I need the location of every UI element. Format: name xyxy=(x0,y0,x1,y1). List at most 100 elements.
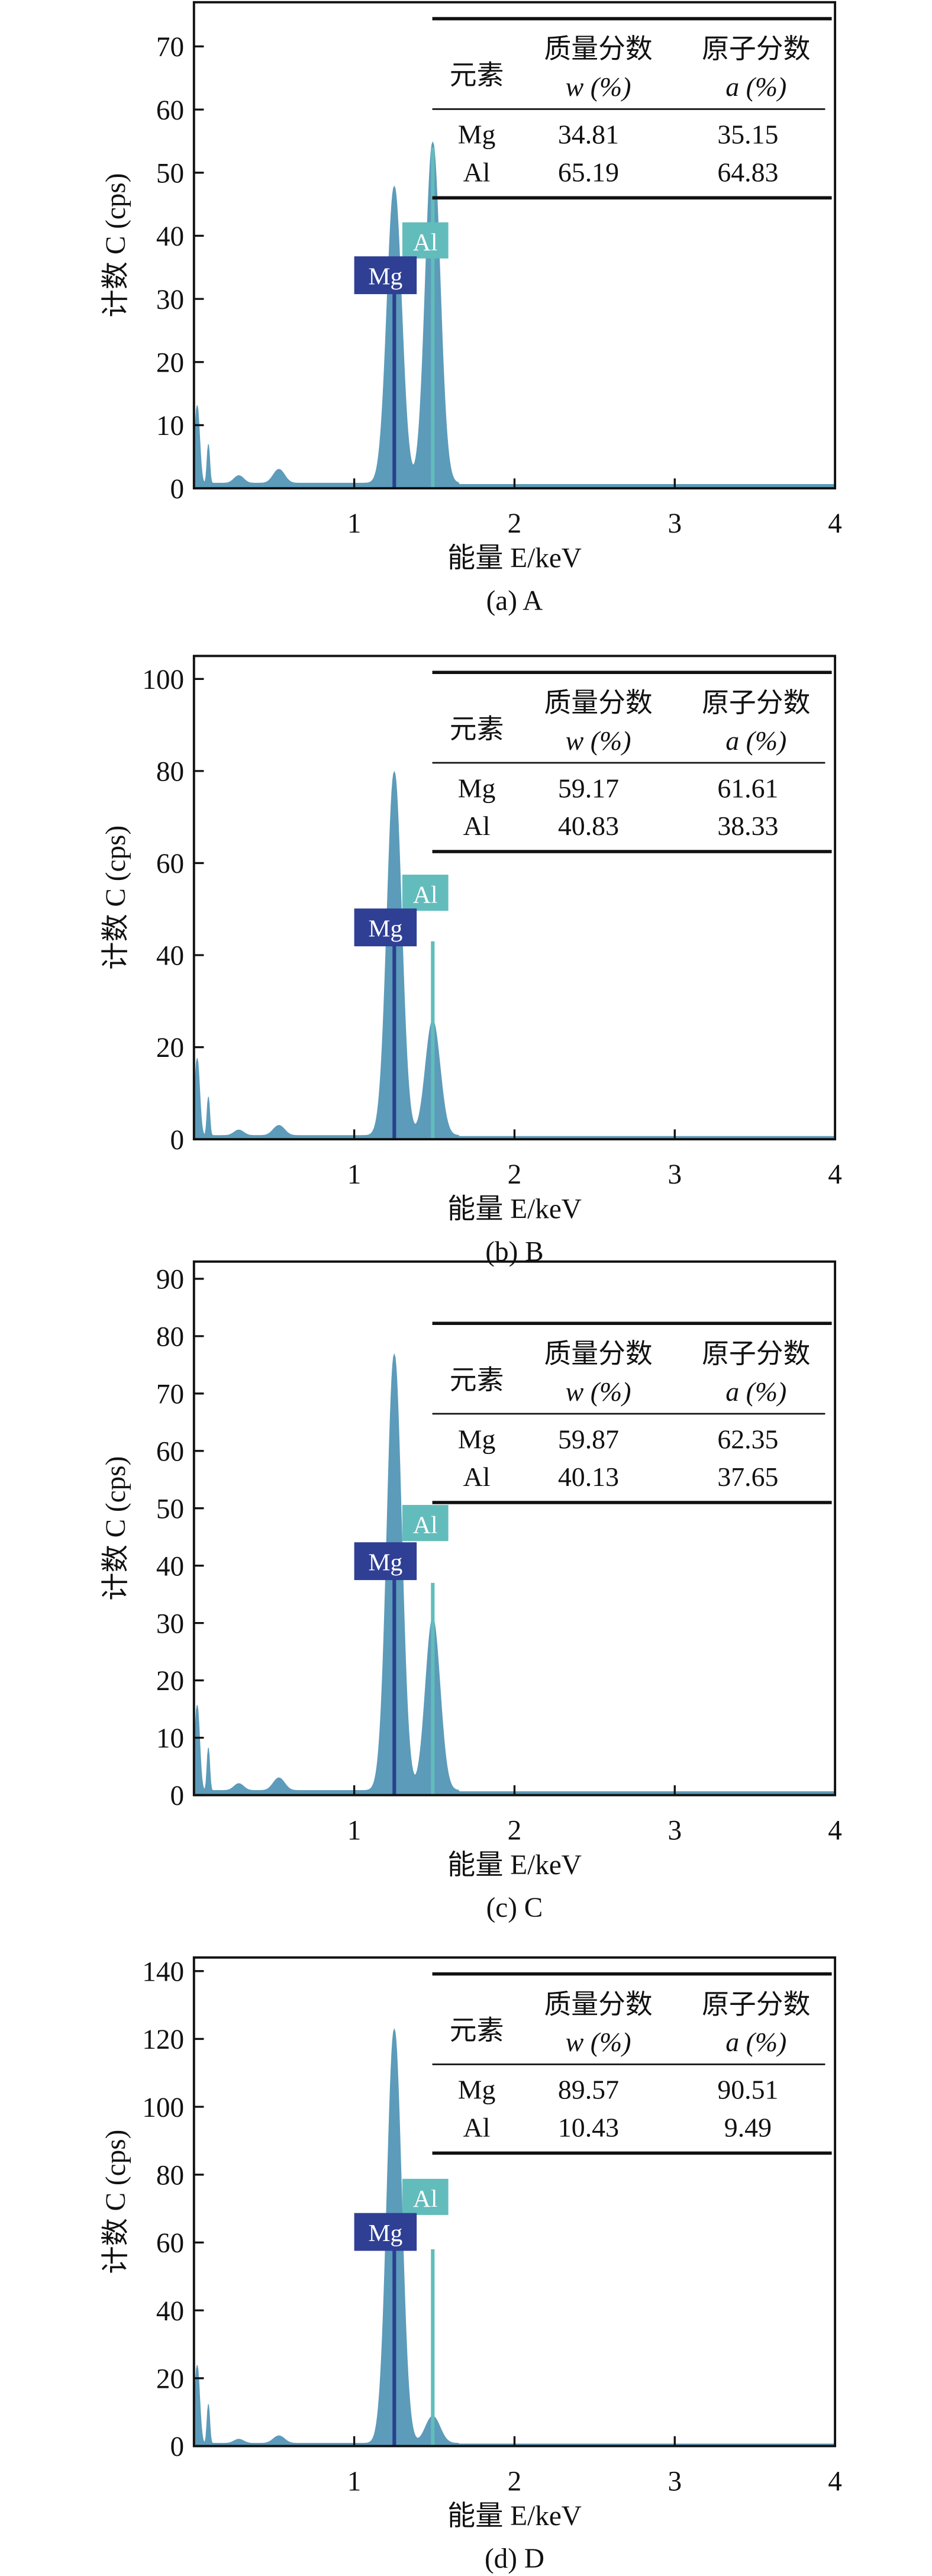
al-label-box xyxy=(402,1505,449,1542)
mg-label-box xyxy=(354,1542,417,1581)
x-axis-label: 能量 E/keV xyxy=(447,2501,582,2532)
table-row: Al 40.13 37.65 xyxy=(463,1462,779,1492)
cell-atomic-fraction: 64.83 xyxy=(717,157,778,188)
y-tick-label: 40 xyxy=(156,941,184,972)
y-tick-label: 40 xyxy=(156,1551,184,1582)
table-header-element: 元素 xyxy=(450,2016,504,2046)
y-axis-label: 计数 C (cps) xyxy=(101,826,131,970)
table-row: Al 10.43 9.49 xyxy=(463,2113,772,2143)
y-tick-label: 0 xyxy=(170,1781,185,1811)
table-header-atomic: 原子分数 xyxy=(702,34,810,64)
y-tick-label: 20 xyxy=(156,1666,184,1697)
eds-panel-b: 0 20 40 60 80 100 1 2 3 4 能量 E/keV (b) B 计数 C (cps) A… xyxy=(101,655,842,1268)
x-tick-label: 4 xyxy=(828,2466,842,2497)
y-tick-label: 20 xyxy=(156,1033,184,1063)
cell-atomic-fraction: 90.51 xyxy=(717,2075,778,2105)
y-tick-label: 120 xyxy=(142,2024,184,2055)
y-tick-label: 20 xyxy=(156,347,184,378)
composition-table: 元素 质量分数 w (%) 原子分数 a (%) Mg 59.17 61.61 Al 40.83 3… xyxy=(432,670,832,853)
table-header-atomic-unit: a (%) xyxy=(725,726,786,756)
y-tick-label: 60 xyxy=(156,2228,184,2259)
x-tick-label: 1 xyxy=(347,1159,362,1190)
table-header-mass-unit: w (%) xyxy=(566,2027,631,2057)
al-label: Al xyxy=(413,229,438,256)
x-tick-label: 1 xyxy=(347,2466,362,2497)
cell-atomic-fraction: 35.15 xyxy=(717,120,778,150)
y-tick-label: 70 xyxy=(156,1379,184,1410)
table-header-mass: 质量分数 xyxy=(544,1989,652,2019)
panel-caption: (d) D xyxy=(485,2543,544,2574)
y-tick-label: 80 xyxy=(156,757,184,788)
cell-mass-fraction: 89.57 xyxy=(558,2075,619,2105)
al-label: Al xyxy=(413,2185,438,2213)
y-tick-label: 30 xyxy=(156,1608,184,1639)
composition-table: 元素 质量分数 w (%) 原子分数 a (%) Mg 34.81 35.15 Al 65.19 6… xyxy=(432,17,832,200)
cell-mass-fraction: 40.13 xyxy=(558,1462,619,1492)
y-axis-label: 计数 C (cps) xyxy=(101,173,131,317)
mg-label: Mg xyxy=(368,2220,402,2247)
eds-panel-d: 0 20 40 60 80 100 120 140 1 2 3 4 能量 E/keV (d) D 计数 C … xyxy=(101,1956,842,2574)
cell-atomic-fraction: 61.61 xyxy=(717,773,778,803)
cell-mass-fraction: 65.19 xyxy=(558,157,619,188)
y-tick-label: 140 xyxy=(142,1956,184,1987)
x-axis-label: 能量 E/keV xyxy=(447,1194,582,1224)
x-tick-label: 1 xyxy=(347,1815,362,1846)
table-row: Mg 89.57 90.51 xyxy=(458,2075,779,2105)
mg-label: Mg xyxy=(368,263,402,290)
table-header-element: 元素 xyxy=(450,714,504,744)
x-tick-label: 2 xyxy=(508,2466,522,2497)
x-tick-label: 1 xyxy=(347,508,362,539)
table-header-mass: 质量分数 xyxy=(544,1339,652,1369)
y-tick-label: 90 xyxy=(156,1265,184,1295)
x-tick-label: 4 xyxy=(828,1815,842,1846)
table-header-atomic: 原子分数 xyxy=(702,1339,810,1369)
y-axis-label: 计数 C (cps) xyxy=(101,1456,131,1601)
eds-panel-a: 0 10 20 30 40 50 60 70 1 2 3 4 能量 E/keV (a) A 计数 C (cp… xyxy=(101,1,842,617)
y-tick-label: 50 xyxy=(156,158,184,189)
spectrum-area xyxy=(194,1353,836,1796)
x-tick-label: 2 xyxy=(508,508,522,539)
x-tick-label: 3 xyxy=(667,508,682,539)
eds-panel-c: 0 10 20 30 40 50 60 70 80 90 1 2 3 4 能量 E/keV (c) C 计数 C… xyxy=(101,1260,842,1923)
panel-caption: (c) C xyxy=(486,1892,543,1923)
spectrum-area xyxy=(194,141,836,489)
cell-mass-fraction: 34.81 xyxy=(558,120,619,150)
y-tick-label: 0 xyxy=(170,1125,185,1156)
y-tick-label: 10 xyxy=(156,411,184,441)
cell-element: Mg xyxy=(458,120,496,150)
y-tick-label: 70 xyxy=(156,32,184,63)
y-tick-label: 100 xyxy=(142,2093,184,2123)
cell-mass-fraction: 40.83 xyxy=(558,811,619,841)
composition-table: 元素 质量分数 w (%) 原子分数 a (%) Mg 89.57 90.51 Al 10.43 9… xyxy=(432,1972,832,2155)
y-tick-label: 80 xyxy=(156,1322,184,1353)
y-tick-label: 10 xyxy=(156,1723,184,1754)
table-header-atomic-unit: a (%) xyxy=(725,2027,786,2057)
y-tick-label: 30 xyxy=(156,285,184,315)
y-tick-label: 100 xyxy=(142,665,184,695)
mg-label-box xyxy=(354,256,417,295)
cell-element: Al xyxy=(463,811,491,841)
y-tick-label: 40 xyxy=(156,2296,184,2327)
x-tick-label: 3 xyxy=(667,2466,682,2497)
al-label: Al xyxy=(413,1511,438,1539)
table-row: Mg 34.81 35.15 xyxy=(458,120,779,150)
table-header-mass-unit: w (%) xyxy=(566,726,631,756)
table-header-atomic-unit: a (%) xyxy=(725,72,786,102)
table-header-atomic: 原子分数 xyxy=(702,688,810,718)
table-header-mass: 质量分数 xyxy=(544,688,652,718)
x-tick-label: 2 xyxy=(508,1815,522,1846)
mg-label: Mg xyxy=(368,1549,402,1576)
table-header-atomic-unit: a (%) xyxy=(725,1376,786,1407)
x-axis-label: 能量 E/keV xyxy=(447,543,582,573)
table-row: Al 40.83 38.33 xyxy=(463,811,779,841)
composition-table: 元素 质量分数 w (%) 原子分数 a (%) Mg 59.87 62.35 Al 40.13 3… xyxy=(432,1321,832,1504)
al-label: Al xyxy=(413,881,438,908)
al-label-box xyxy=(402,875,449,911)
al-label-box xyxy=(402,222,449,259)
table-header-mass: 质量分数 xyxy=(544,34,652,64)
mg-label: Mg xyxy=(368,915,402,942)
y-tick-label: 60 xyxy=(156,95,184,126)
cell-mass-fraction: 59.87 xyxy=(558,1424,619,1454)
cell-element: Mg xyxy=(458,1424,496,1454)
